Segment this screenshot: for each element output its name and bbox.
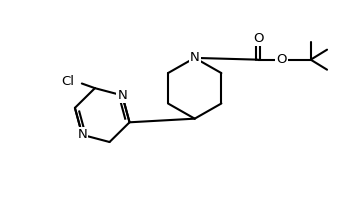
Text: O: O bbox=[277, 53, 287, 66]
Text: Cl: Cl bbox=[61, 75, 74, 88]
Text: N: N bbox=[78, 128, 87, 141]
Text: N: N bbox=[190, 51, 199, 64]
Text: O: O bbox=[253, 32, 264, 45]
Text: N: N bbox=[117, 89, 127, 102]
